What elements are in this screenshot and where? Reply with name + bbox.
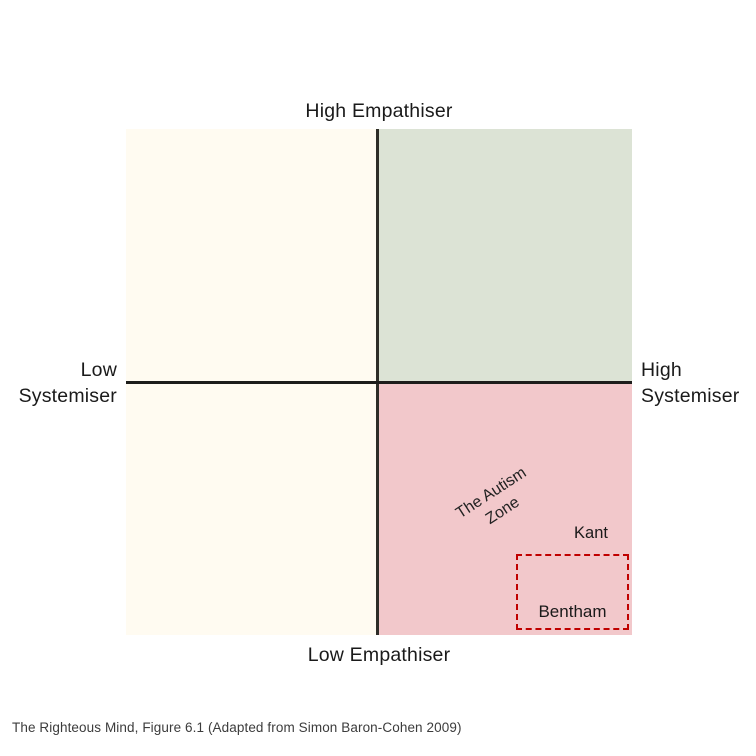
label-low-systemiser: Low Systemiser xyxy=(0,357,117,409)
label-high-systemiser-line1: High xyxy=(641,359,682,381)
label-high-systemiser-line2: Systemiser xyxy=(641,385,740,407)
systemiser-axis-line xyxy=(126,381,632,384)
quadrant-bottom-right xyxy=(378,382,632,635)
bentham-label: Bentham xyxy=(538,602,607,621)
bentham-zone-box: Bentham xyxy=(516,554,629,630)
label-low-empathiser: Low Empathiser xyxy=(307,644,451,666)
kant-label: Kant xyxy=(574,524,608,542)
label-low-systemiser-line2: Systemiser xyxy=(18,385,117,407)
label-high-systemiser: High Systemiser xyxy=(641,357,756,409)
quadrant-bottom-left xyxy=(126,382,378,635)
label-high-empathiser: High Empathiser xyxy=(305,100,453,122)
figure-caption: The Righteous Mind, Figure 6.1 (Adapted … xyxy=(12,720,462,735)
quadrant-top-left xyxy=(126,129,378,382)
quadrant-top-right xyxy=(378,129,632,382)
label-low-systemiser-line1: Low xyxy=(80,359,117,381)
